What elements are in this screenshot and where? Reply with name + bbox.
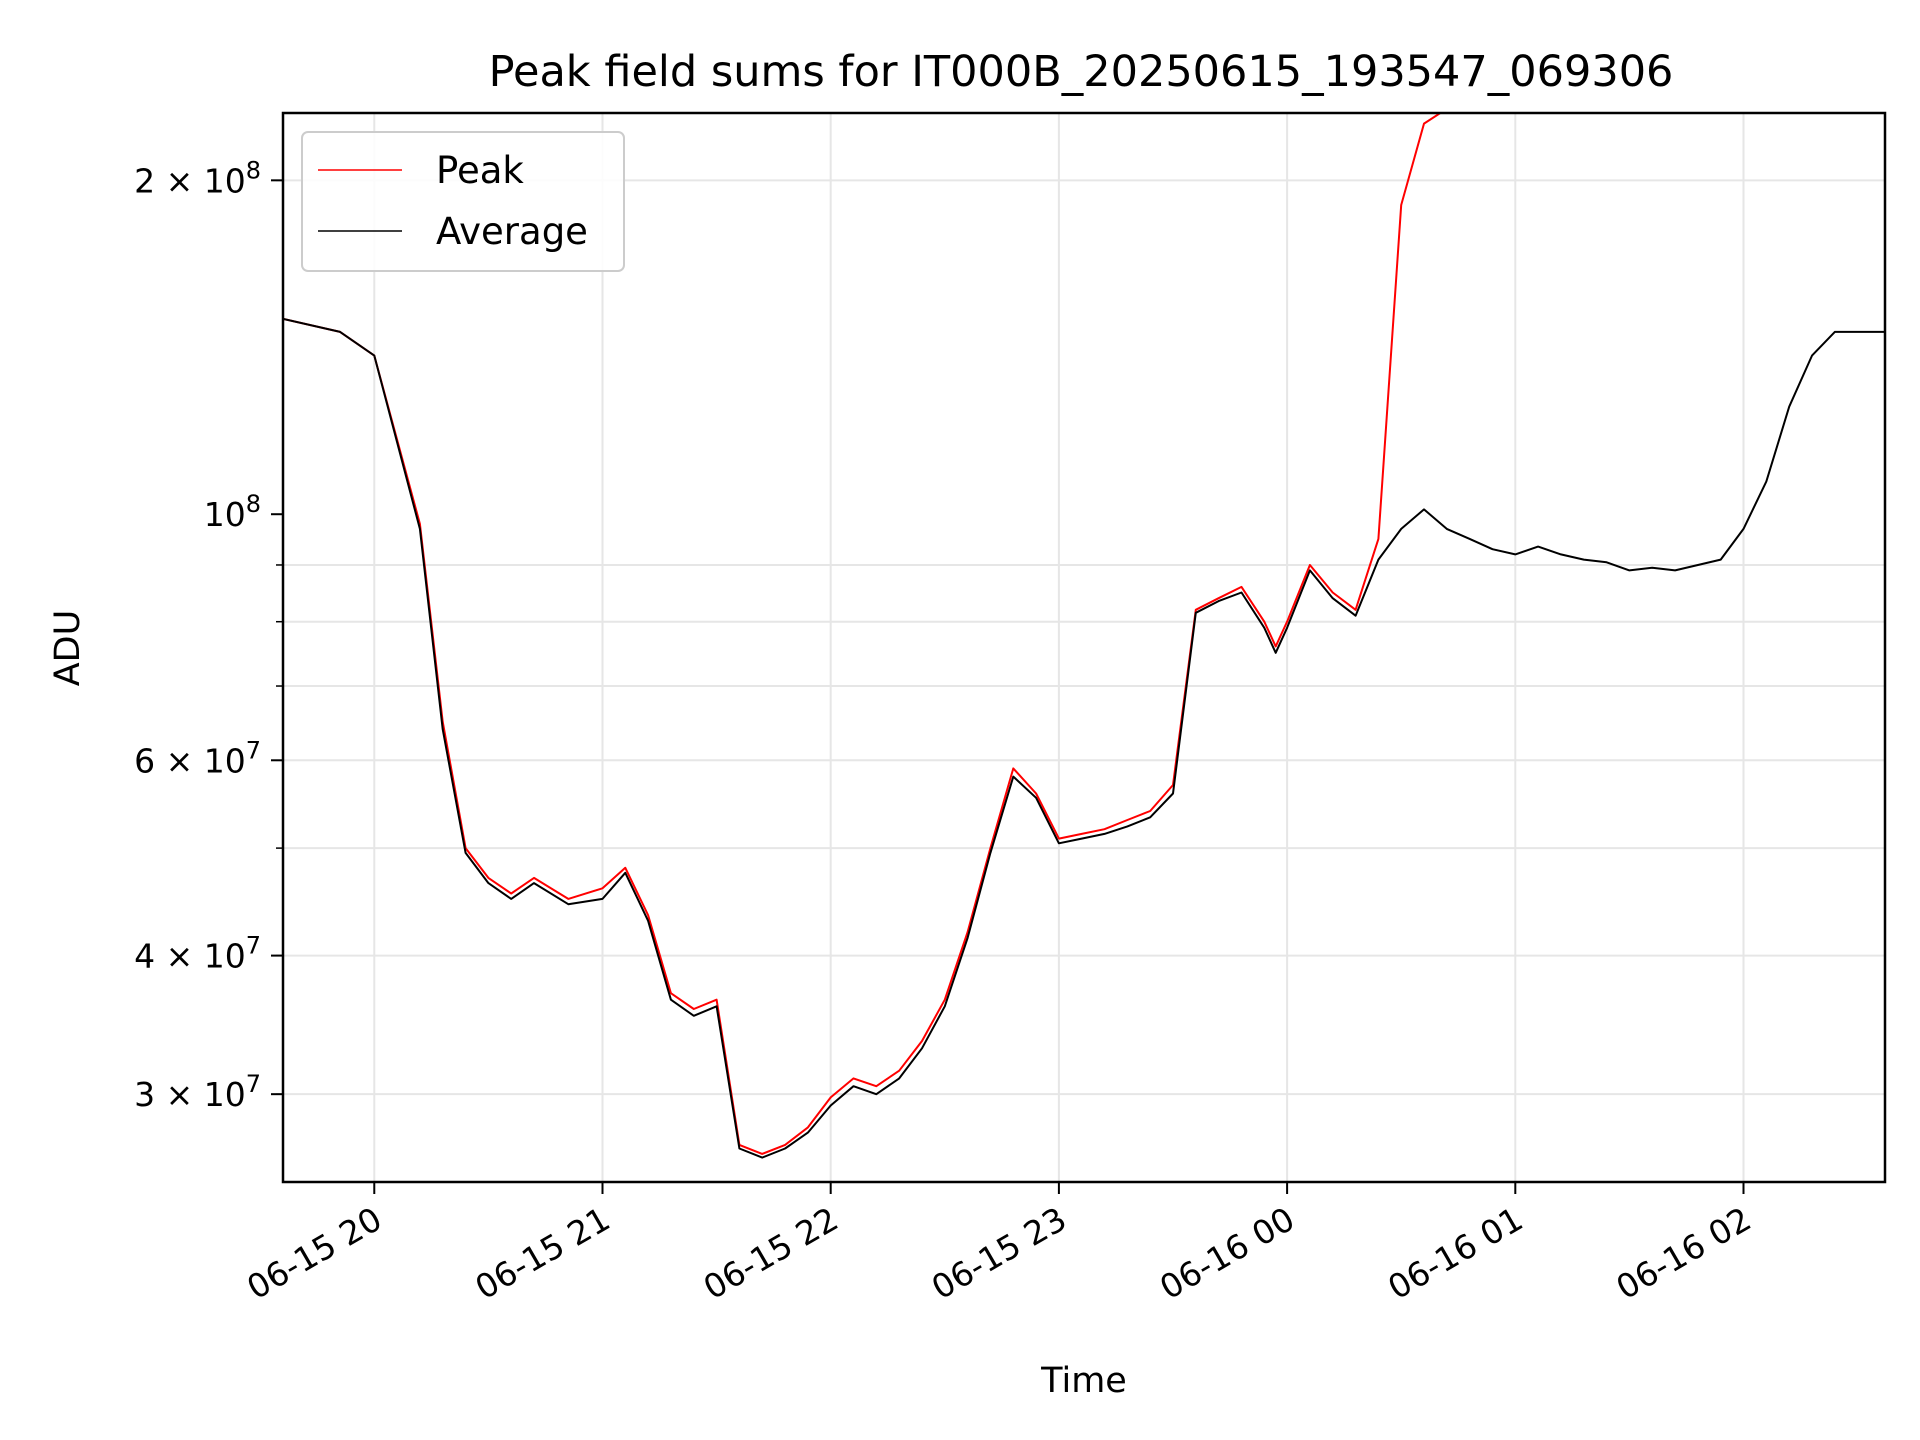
y-axis: 3 × 107 4 × 107 6 × 107 108 2 × 108 [134, 156, 283, 1114]
series-line-average [283, 317, 1885, 1159]
x-axis-label: Time [1040, 1361, 1127, 1401]
y-tick-label: 4 × 107 [134, 932, 261, 976]
y-tick-label: 3 × 107 [134, 1070, 261, 1114]
chart-title: Peak field sums for IT000B_20250615_1935… [489, 47, 1674, 97]
grid-lines [283, 113, 1885, 1182]
y-tick-label: 108 [204, 490, 261, 534]
series-line-peak [283, 113, 1443, 1155]
axes-frame [281, 111, 1887, 1184]
y-tick-label: 2 × 108 [134, 156, 261, 200]
series-lines [283, 113, 1885, 1159]
legend: Peak Average [301, 131, 625, 272]
y-tick-label: 6 × 107 [134, 736, 261, 780]
legend-label-peak: Peak [436, 149, 524, 192]
legend-box [301, 131, 625, 272]
legend-label-average: Average [436, 210, 588, 253]
y-axis-label: ADU [48, 610, 88, 687]
